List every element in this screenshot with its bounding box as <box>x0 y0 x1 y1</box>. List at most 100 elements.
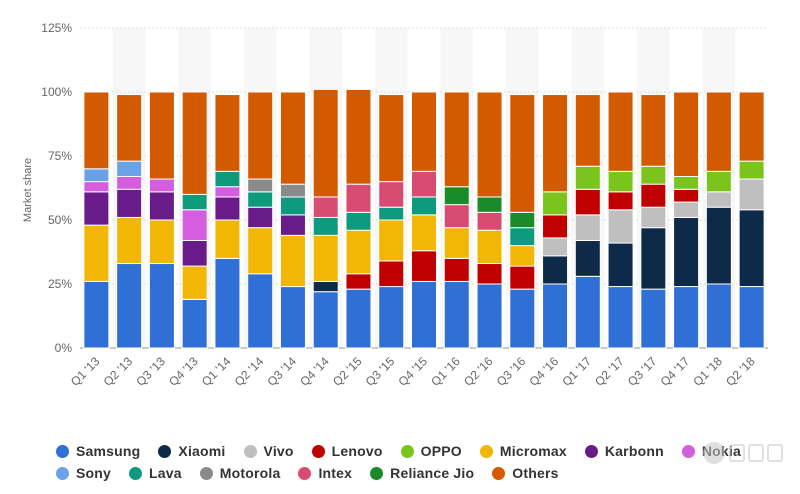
legend-item-xiaomi[interactable]: Xiaomi <box>158 443 225 459</box>
bar-segment-karbonn <box>247 206 274 229</box>
legend-row: Samsung Xiaomi Vivo Lenovo OPPO Micromax Karbo… <box>56 440 796 462</box>
legend-item-reliance-jio[interactable]: Reliance Jio <box>370 465 474 481</box>
x-tick-label: Q4 '13 <box>166 354 201 389</box>
legend-swatch <box>298 466 312 480</box>
x-tick-label: Q1 '16 <box>428 354 463 389</box>
bar-segment-others <box>247 91 274 180</box>
bar-segment-intex <box>345 183 372 213</box>
bar-segment-xiaomi <box>705 206 732 285</box>
bar-segment-nokia <box>116 175 143 190</box>
bar-segment-micromax <box>378 219 405 262</box>
x-tick-label: Q3 '14 <box>264 354 299 389</box>
legend-swatch <box>584 444 598 458</box>
legend-swatch <box>492 466 506 480</box>
bar-segment-xiaomi <box>738 209 765 288</box>
bar-segment-others <box>705 91 732 172</box>
watermark-glyph <box>729 444 745 462</box>
bar-segment-lenovo <box>345 273 372 290</box>
legend-swatch <box>681 444 695 458</box>
bar-segment-vivo <box>738 178 765 211</box>
x-tick-label: Q2 '15 <box>330 354 365 389</box>
bar-segment-nokia <box>214 186 241 198</box>
bar-segment-lenovo <box>443 257 470 282</box>
x-tick-label: Q4 '14 <box>297 354 332 389</box>
bar-segment-micromax <box>509 245 536 267</box>
legend-item-motorola[interactable]: Motorola <box>199 465 281 481</box>
bar-segment-sony <box>116 160 143 177</box>
x-tick-label: Q2 '13 <box>101 354 136 389</box>
bar-segment-others <box>181 91 208 195</box>
bar-segment-reliance-jio <box>476 196 503 213</box>
x-tick-label: Q4 '15 <box>395 354 430 389</box>
legend-item-samsung[interactable]: Samsung <box>56 443 140 459</box>
bar-segment-reliance-jio <box>443 186 470 206</box>
x-tick-label: Q2 '17 <box>592 354 627 389</box>
bar-segment-karbonn <box>181 239 208 267</box>
bar-segment-samsung <box>345 288 372 349</box>
bar-segment-others <box>279 91 306 185</box>
bar-segment-samsung <box>509 288 536 349</box>
bar-segment-micromax <box>443 227 470 259</box>
bar-segment-xiaomi <box>607 242 634 288</box>
y-tick-label: 50% <box>48 213 72 227</box>
legend-item-karbonn[interactable]: Karbonn <box>584 443 664 459</box>
bar-segment-others <box>542 94 569 193</box>
legend-label: Micromax <box>499 443 567 459</box>
bar-segment-micromax <box>116 216 143 265</box>
bar-segment-others <box>148 91 175 180</box>
x-tick-label: Q1 '18 <box>690 354 725 389</box>
x-tick-label: Q3 '15 <box>363 354 398 389</box>
legend-item-micromax[interactable]: Micromax <box>479 443 567 459</box>
bar-segment-micromax <box>411 214 437 252</box>
bar-segment-micromax <box>148 219 175 265</box>
bar-segment-lenovo <box>640 183 667 208</box>
bar-segment-micromax <box>476 229 503 265</box>
bar-segment-others <box>738 91 765 162</box>
bar-segment-oppo <box>607 170 634 193</box>
bar-segment-others <box>214 94 241 172</box>
legend-label: Karbonn <box>604 443 664 459</box>
legend-swatch <box>129 466 143 480</box>
bar-segment-lenovo <box>378 260 405 288</box>
bar-segment-others <box>607 91 634 172</box>
bar-segment-motorola <box>279 183 306 198</box>
y-tick-label: 0% <box>55 341 73 355</box>
legend-label: Intex <box>318 465 353 481</box>
bar-segment-vivo <box>542 237 569 257</box>
legend-item-oppo[interactable]: OPPO <box>400 443 462 459</box>
x-tick-label: Q2 '16 <box>461 354 496 389</box>
bar-segment-samsung <box>312 291 339 349</box>
stacked-bar-chart: Market share 0%25%50%75%100%125%Q1 '13Q2… <box>22 21 768 389</box>
legend-item-lava[interactable]: Lava <box>129 465 182 481</box>
bar-segment-others <box>345 88 372 185</box>
bar-segment-vivo <box>673 201 700 218</box>
legend-swatch <box>56 444 69 458</box>
bar-segment-lenovo <box>673 188 700 203</box>
bar-segment-lenovo <box>574 188 601 216</box>
legend-swatch <box>370 466 384 480</box>
bar-segment-samsung <box>148 263 175 349</box>
legend-item-lenovo[interactable]: Lenovo <box>311 443 383 459</box>
legend-item-intex[interactable]: Intex <box>298 465 352 481</box>
x-tick-label: Q1 '13 <box>68 354 103 389</box>
x-tick-label: Q2 '18 <box>723 354 758 389</box>
bar-segment-vivo <box>574 214 601 241</box>
bar-segment-micromax <box>214 219 241 259</box>
legend-item-vivo[interactable]: Vivo <box>243 443 294 459</box>
bar-segment-karbonn <box>279 214 306 236</box>
bar-segment-samsung <box>607 286 634 349</box>
legend-item-sony[interactable]: Sony <box>56 465 111 481</box>
bar-segment-lenovo <box>509 265 536 290</box>
watermark-logo <box>703 442 786 464</box>
legend-swatch <box>400 444 414 458</box>
legend-label: Lenovo <box>331 443 383 459</box>
bar-segment-lenovo <box>607 191 634 211</box>
bar-segment-samsung <box>443 280 470 349</box>
bar-segment-intex <box>411 170 437 198</box>
legend-item-others[interactable]: Others <box>492 465 558 481</box>
bar-segment-lava <box>509 227 536 247</box>
legend-label: Motorola <box>219 465 281 481</box>
bar-segment-micromax <box>279 234 306 288</box>
bar-segment-lenovo <box>411 250 437 282</box>
bar-segment-vivo <box>607 209 634 244</box>
